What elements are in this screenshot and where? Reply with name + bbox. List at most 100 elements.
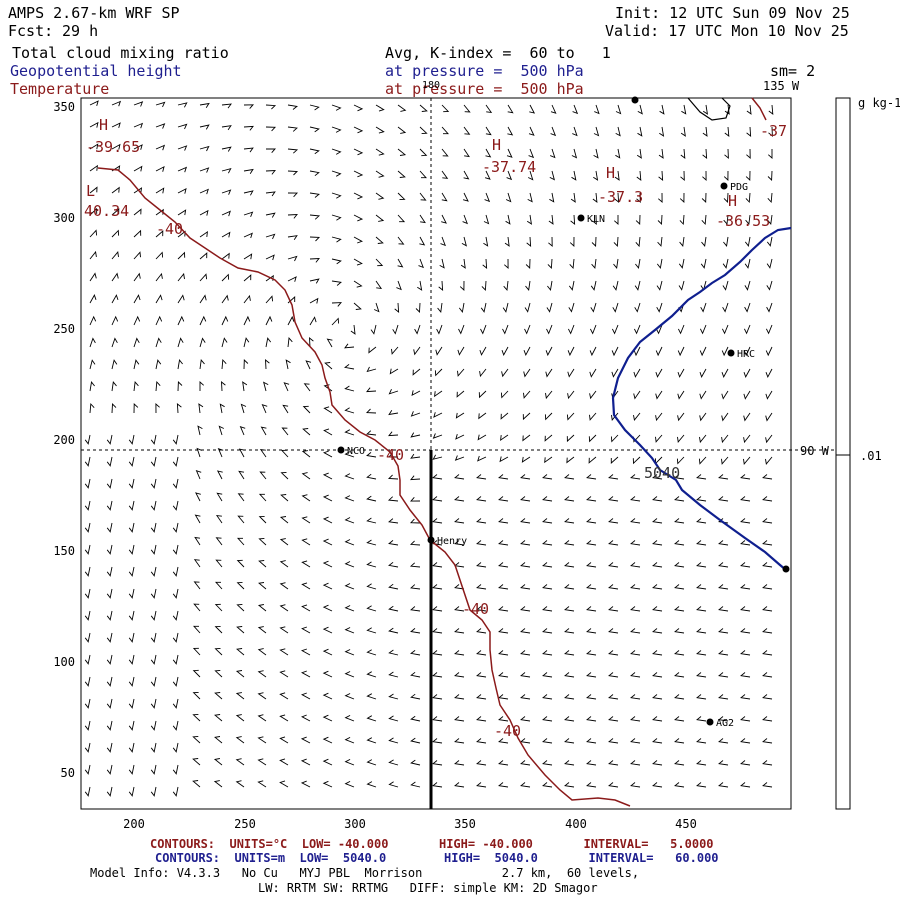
colorbar-unit: g kg-1 [858,96,900,110]
wind-barb [214,669,223,678]
wind-barb [301,472,311,480]
y-tick-label: 100 [53,655,75,669]
wind-barb [133,381,139,392]
wind-barb [740,474,751,480]
wind-barb [432,518,443,524]
wind-barb [265,337,272,348]
wind-barb [718,584,729,590]
wind-barb [236,648,245,656]
wind-barb [549,170,555,181]
wind-barb [301,714,311,722]
wind-barb [196,447,202,458]
wind-barb [502,324,509,335]
wind-barb [528,148,535,159]
wind-barb [265,148,276,153]
wind-barb [279,604,289,612]
wind-barb [611,368,619,378]
wind-barb [344,451,355,458]
wind-barb [344,473,355,480]
wind-barb [243,168,254,174]
wind-barb [344,364,355,370]
wind-barb [441,126,450,135]
field-cloud-label: Total cloud mixing ratio [12,44,229,62]
wind-barb [258,515,267,524]
wind-barb [718,672,729,678]
wind-barb [698,456,707,465]
wind-barb [237,515,245,524]
wind-barb [150,786,157,797]
wind-barb [236,626,245,634]
wind-barb [677,368,685,378]
wind-barb [302,405,311,414]
wind-barb [89,143,99,150]
wind-barb [589,390,597,400]
wind-barb [128,434,135,445]
wind-barb [150,742,157,753]
wind-barb [767,214,773,225]
wind-barb [567,324,575,335]
wind-barb [387,474,399,480]
wind-barb [150,434,157,445]
wind-barb [128,676,135,687]
wind-barb [322,516,333,524]
wind-barb [309,126,320,133]
wind-barb [344,495,355,502]
wind-barb [591,258,597,269]
wind-barb [608,584,619,590]
temp-value-label: 40.34 [84,202,130,220]
wind-barb [155,380,161,392]
wind-barb [608,716,619,722]
wind-barb [454,540,465,546]
wind-barb [257,714,267,722]
wind-barb [150,676,157,687]
wind-barb [177,187,187,194]
wind-barb [309,170,320,177]
wind-barb [586,782,597,788]
wind-barb [608,760,619,766]
wind-barb [215,537,223,546]
wind-barb [506,170,513,181]
wind-barb [740,760,751,766]
wind-barb [696,562,707,568]
wind-barb [213,780,223,788]
wind-barb [331,280,342,286]
wind-barb [484,170,491,180]
wind-barb [527,192,533,203]
wind-barb [611,346,619,357]
wind-barb [106,566,113,577]
field-height-label: Geopotential height [10,62,182,80]
wind-barb [221,210,231,217]
wind-barb [564,716,575,722]
wind-barb [520,606,531,612]
wind-barb [547,280,553,291]
wind-barb [586,672,597,678]
y-tick-label: 350 [53,100,75,114]
wind-barb [718,628,729,634]
wind-barb [722,302,729,313]
wind-barb [133,165,143,172]
wind-barb [259,471,267,480]
wind-barb [111,122,121,129]
station-marker [337,446,345,454]
wind-barb [740,738,751,744]
wind-barb [476,782,487,788]
wind-barb [155,402,160,414]
wind-barb [84,632,91,643]
wind-barb [454,694,465,700]
wind-barb [366,430,377,436]
wind-barb [765,434,773,444]
wind-barb [322,626,333,634]
wind-barb [133,144,143,150]
wind-barb [454,738,465,744]
wind-barb [478,390,487,399]
wind-barb [498,496,509,502]
wind-barb [150,698,157,709]
wind-barb [564,628,575,634]
y-axis-ticks: 350 300 250 200 150 100 50 [53,100,75,780]
contour-label: -40 [462,600,490,618]
wind-barb [410,584,421,590]
wind-barb [128,786,135,797]
wind-barb [366,715,377,722]
wind-barb [589,324,597,335]
wind-barb [279,560,289,568]
